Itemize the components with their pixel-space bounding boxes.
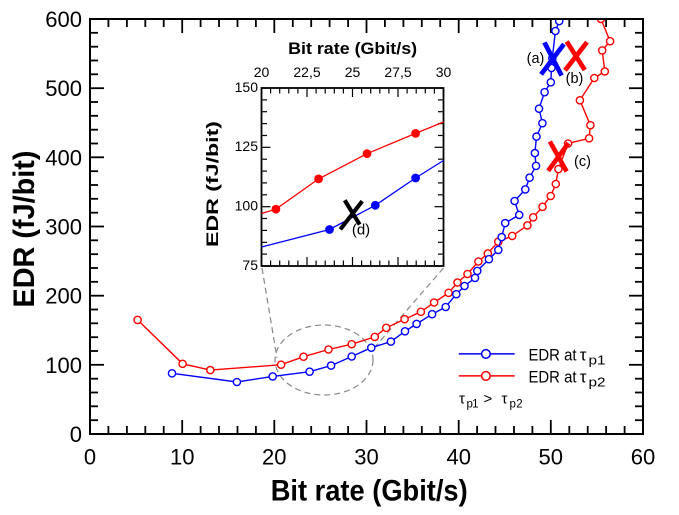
svg-text:300: 300 — [45, 215, 82, 240]
svg-text:40: 40 — [446, 444, 470, 469]
svg-text:600: 600 — [45, 7, 82, 32]
svg-text:τ: τ — [580, 367, 587, 386]
svg-text:25: 25 — [345, 64, 361, 80]
svg-text:0: 0 — [70, 422, 82, 447]
svg-text:400: 400 — [45, 145, 82, 170]
svg-text:>: > — [484, 390, 493, 407]
svg-text:p1: p1 — [467, 399, 479, 411]
svg-text:20: 20 — [254, 64, 270, 80]
svg-text:150: 150 — [235, 79, 259, 95]
svg-text:Bit rate (Gbit/s): Bit rate (Gbit/s) — [271, 475, 468, 508]
svg-text:EDR (fJ/bit): EDR (fJ/bit) — [203, 121, 222, 247]
svg-text:0: 0 — [84, 444, 96, 469]
svg-text:τ: τ — [502, 390, 508, 407]
svg-text:500: 500 — [45, 76, 82, 101]
svg-text:20: 20 — [262, 444, 286, 469]
svg-text:50: 50 — [539, 444, 563, 469]
svg-text:200: 200 — [45, 284, 82, 309]
svg-text:p2: p2 — [589, 376, 606, 390]
svg-text:22,5: 22,5 — [293, 64, 320, 80]
svg-text:EDR (fJ/bit): EDR (fJ/bit) — [8, 151, 41, 308]
svg-text:100: 100 — [45, 353, 82, 378]
svg-text:60: 60 — [631, 444, 655, 469]
svg-text:(b): (b) — [566, 71, 584, 87]
svg-text:100: 100 — [235, 198, 259, 214]
svg-text:30: 30 — [436, 64, 452, 80]
svg-text:τ: τ — [459, 390, 465, 407]
svg-text:(a): (a) — [527, 51, 545, 67]
svg-text:125: 125 — [235, 138, 259, 154]
svg-text:p2: p2 — [510, 399, 523, 411]
svg-text:Bit rate (Gbit/s): Bit rate (Gbit/s) — [288, 39, 417, 58]
svg-text:EDR at: EDR at — [529, 367, 577, 386]
svg-text:27,5: 27,5 — [384, 64, 411, 80]
svg-text:(c): (c) — [574, 154, 591, 170]
svg-text:30: 30 — [354, 444, 378, 469]
svg-text:EDR at: EDR at — [529, 345, 577, 364]
svg-text:75: 75 — [242, 257, 258, 273]
svg-text:p1: p1 — [589, 354, 606, 368]
svg-text:(d): (d) — [352, 222, 370, 239]
svg-text:τ: τ — [580, 345, 587, 364]
svg-text:10: 10 — [170, 444, 194, 469]
